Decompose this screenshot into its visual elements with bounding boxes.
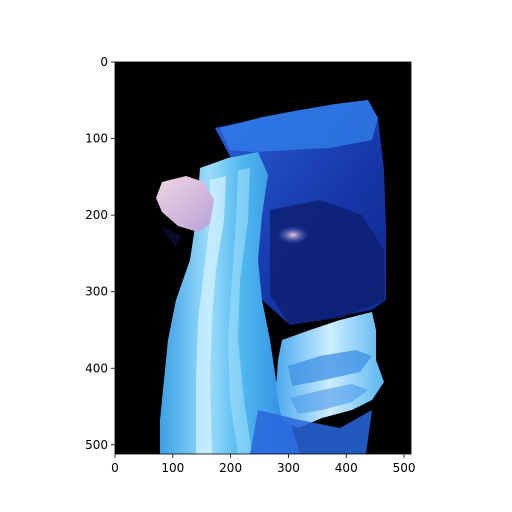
axes-frame (114, 61, 412, 455)
stream-highlight-2 (228, 168, 252, 454)
y-tick-label: 100 (85, 132, 108, 146)
pink-spot (277, 226, 309, 244)
dark-notch (160, 226, 182, 248)
y-axis: 0 100 200 300 400 500 (85, 55, 115, 452)
y-tick-label: 400 (85, 361, 108, 375)
x-tick-label: 0 (111, 461, 119, 475)
x-tick-label: 200 (219, 461, 242, 475)
x-tick-label: 100 (161, 461, 184, 475)
y-tick-label: 500 (85, 438, 108, 452)
y-tick-label: 300 (85, 285, 108, 299)
top-blue-band (220, 100, 378, 152)
y-tick-label: 0 (100, 55, 108, 69)
pale-fold (156, 176, 214, 232)
y-tick-label: 200 (85, 208, 108, 222)
image-content (156, 100, 386, 454)
x-tick-label: 400 (335, 461, 358, 475)
stream-highlight (196, 176, 226, 454)
x-tick-label: 500 (393, 461, 416, 475)
lower-wave-stripe-2 (290, 384, 368, 414)
x-axis: 0 100 200 300 400 500 (111, 454, 416, 475)
lower-wave-stripe (288, 350, 372, 386)
x-tick-label: 300 (277, 461, 300, 475)
bottom-blue (250, 410, 372, 454)
